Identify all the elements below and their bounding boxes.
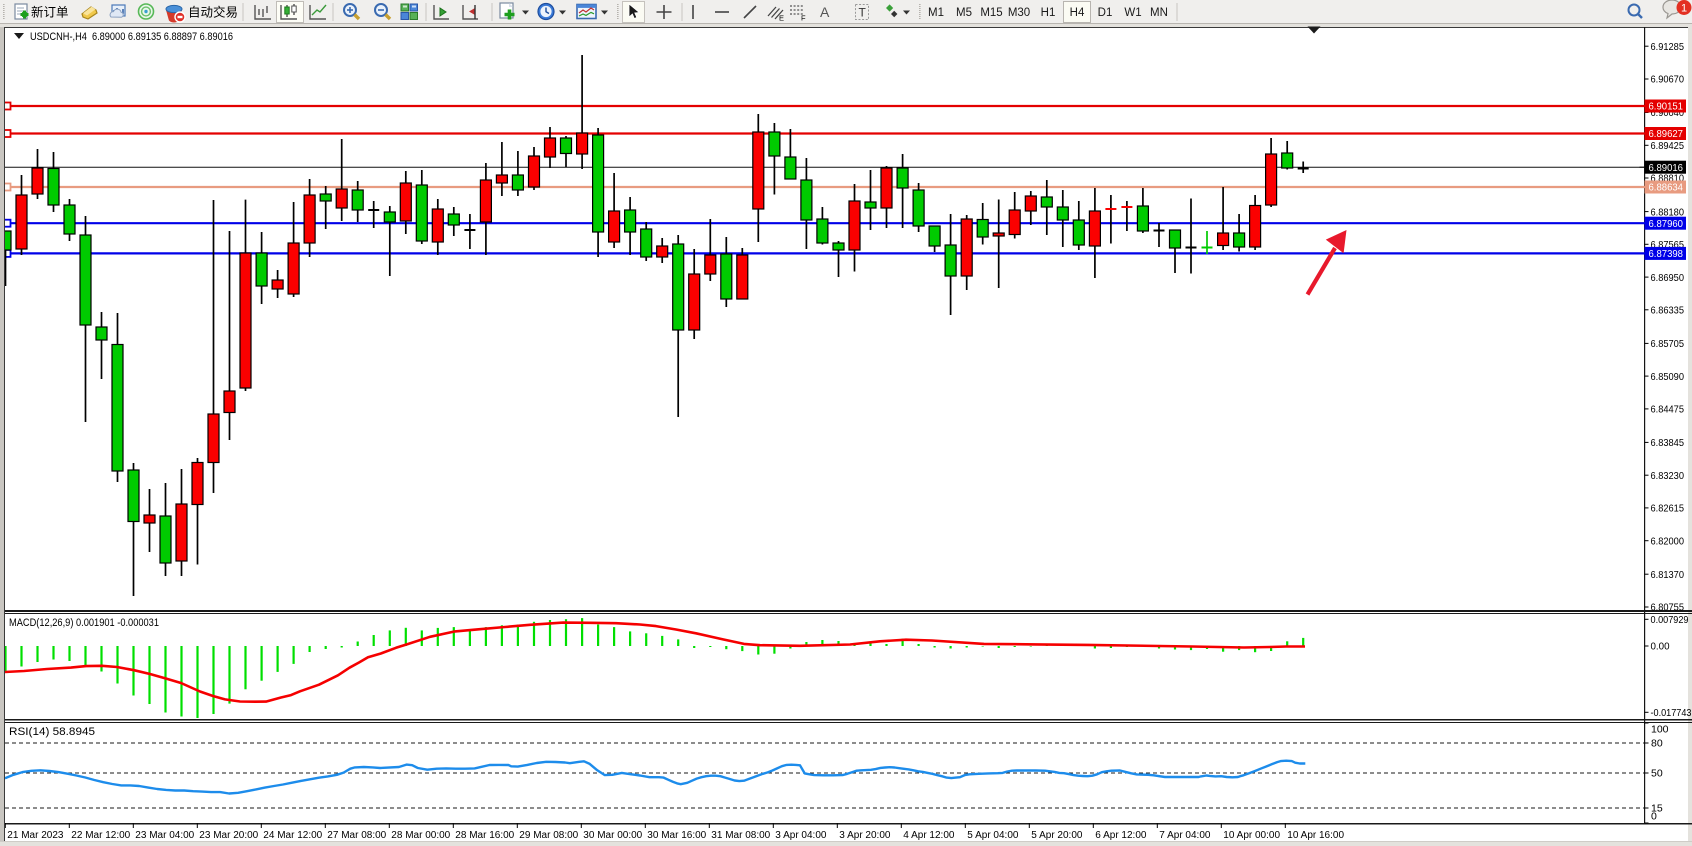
svg-text:0: 0	[1651, 811, 1657, 823]
svg-text:自动交易: 自动交易	[188, 5, 238, 20]
svg-text:6.90670: 6.90670	[1651, 74, 1685, 86]
svg-text:M30: M30	[1008, 7, 1030, 19]
svg-text:6.84475: 6.84475	[1651, 404, 1685, 416]
svg-text:50: 50	[1651, 768, 1663, 780]
svg-text:3 Apr 20:00: 3 Apr 20:00	[839, 830, 891, 841]
svg-text:29 Mar 08:00: 29 Mar 08:00	[519, 830, 578, 841]
svg-text:6.80755: 6.80755	[1651, 602, 1685, 614]
svg-text:6.88634: 6.88634	[1649, 182, 1684, 194]
svg-text:6.83230: 6.83230	[1651, 470, 1685, 482]
svg-text:7 Apr 04:00: 7 Apr 04:00	[1159, 830, 1211, 841]
svg-text:USDCNH-,H4 6.89000 6.89135 6.: USDCNH-,H4 6.89000 6.89135 6.88897 6.890…	[30, 31, 233, 43]
svg-text:80: 80	[1651, 738, 1663, 750]
svg-text:6.86335: 6.86335	[1651, 305, 1685, 317]
svg-text:6.89016: 6.89016	[1649, 162, 1684, 174]
svg-text:6.89627: 6.89627	[1649, 128, 1684, 140]
svg-text:10 Apr 16:00: 10 Apr 16:00	[1287, 830, 1344, 841]
svg-text:6.89425: 6.89425	[1651, 140, 1685, 152]
svg-text:28 Mar 00:00: 28 Mar 00:00	[391, 830, 450, 841]
svg-text:6.86950: 6.86950	[1651, 272, 1685, 284]
svg-text:27 Mar 08:00: 27 Mar 08:00	[327, 830, 386, 841]
svg-text:H1: H1	[1041, 7, 1056, 19]
svg-text:6.87960: 6.87960	[1649, 218, 1684, 230]
svg-text:5 Apr 04:00: 5 Apr 04:00	[967, 830, 1019, 841]
svg-text:6.85705: 6.85705	[1651, 338, 1685, 350]
svg-text:1: 1	[1681, 3, 1687, 15]
svg-text:4 Apr 12:00: 4 Apr 12:00	[903, 830, 955, 841]
svg-text:M1: M1	[928, 7, 944, 19]
svg-text:D1: D1	[1098, 7, 1113, 19]
svg-text:6.81370: 6.81370	[1651, 569, 1685, 581]
svg-text:6.82000: 6.82000	[1651, 535, 1685, 547]
svg-text:6.87398: 6.87398	[1649, 248, 1684, 260]
svg-text:6.91285: 6.91285	[1651, 41, 1685, 53]
svg-text:6.88180: 6.88180	[1651, 206, 1685, 218]
svg-text:30 Mar 00:00: 30 Mar 00:00	[583, 830, 642, 841]
svg-text:30 Mar 16:00: 30 Mar 16:00	[647, 830, 706, 841]
svg-text:-0.017743: -0.017743	[1651, 707, 1692, 719]
svg-text:15: 15	[1651, 803, 1663, 815]
svg-text:M15: M15	[980, 7, 1002, 19]
svg-text:A: A	[820, 4, 830, 20]
svg-text:W1: W1	[1124, 7, 1141, 19]
svg-text:100: 100	[1651, 723, 1669, 735]
svg-text:6.90151: 6.90151	[1649, 101, 1684, 113]
svg-text:23 Mar 04:00: 23 Mar 04:00	[135, 830, 194, 841]
svg-text:6.85090: 6.85090	[1651, 371, 1685, 383]
svg-text:6.82615: 6.82615	[1651, 503, 1685, 515]
svg-text:22 Mar 12:00: 22 Mar 12:00	[71, 830, 130, 841]
svg-text:5 Apr 20:00: 5 Apr 20:00	[1031, 830, 1083, 841]
svg-text:10 Apr 00:00: 10 Apr 00:00	[1223, 830, 1280, 841]
svg-text:M5: M5	[956, 7, 972, 19]
svg-text:H4: H4	[1070, 7, 1085, 19]
svg-text:0.007929: 0.007929	[1651, 614, 1689, 626]
svg-text:新订单: 新订单	[31, 5, 69, 20]
svg-text:28 Mar 16:00: 28 Mar 16:00	[455, 830, 514, 841]
svg-text:MACD(12,26,9) 0.001901 -0.0000: MACD(12,26,9) 0.001901 -0.000031	[9, 617, 159, 629]
svg-text:F: F	[801, 14, 806, 23]
svg-text:21 Mar 2023: 21 Mar 2023	[7, 830, 64, 841]
svg-text:24 Mar 12:00: 24 Mar 12:00	[263, 830, 322, 841]
svg-text:6 Apr 12:00: 6 Apr 12:00	[1095, 830, 1147, 841]
svg-text:31 Mar 08:00: 31 Mar 08:00	[711, 830, 770, 841]
svg-text:3 Apr 04:00: 3 Apr 04:00	[775, 830, 827, 841]
svg-text:T: T	[859, 6, 867, 20]
svg-text:23 Mar 20:00: 23 Mar 20:00	[199, 830, 258, 841]
svg-text:MN: MN	[1150, 7, 1168, 19]
svg-text:6.83845: 6.83845	[1651, 437, 1685, 449]
svg-text:RSI(14) 58.8945: RSI(14) 58.8945	[9, 726, 95, 738]
svg-text:0.00: 0.00	[1651, 641, 1670, 653]
svg-text:E: E	[779, 14, 784, 23]
